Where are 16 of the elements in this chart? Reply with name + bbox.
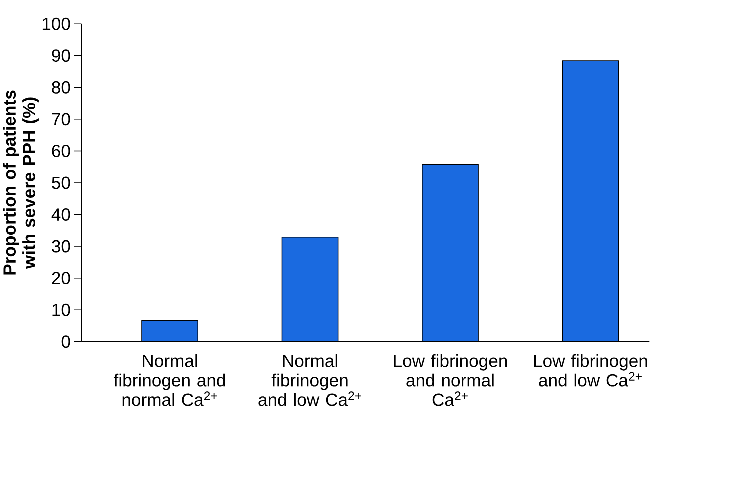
y-tick-label: 60 xyxy=(52,145,70,158)
x-tick-label: Normal fibrinogen and normal Ca$^{2+}$ xyxy=(114,354,226,406)
y-tick-label: 20 xyxy=(52,272,70,285)
y-tick-label: 80 xyxy=(52,82,70,94)
y-tick-label: 0 xyxy=(62,336,70,348)
y-axis-title: Proportion of patients with severe PPH (%) xyxy=(3,90,39,275)
y-tick-label: 70 xyxy=(52,113,70,126)
x-tick-label: Normal fibrinogen and low Ca$^{2+}$ xyxy=(258,354,362,406)
y-tick-label: 40 xyxy=(52,208,70,222)
y-tick-label: 90 xyxy=(52,50,70,62)
y-tick-label: 50 xyxy=(52,176,70,190)
x-tick-label: Low fibrinogen and normal Ca$^{2+}$ xyxy=(394,354,508,406)
y-tick-label: 30 xyxy=(52,240,70,253)
x-tick-label: Low fibrinogen and low Ca$^{2+}$ xyxy=(534,354,648,387)
y-tick-label: 100 xyxy=(42,18,70,30)
y-tick-label: 10 xyxy=(52,304,70,316)
